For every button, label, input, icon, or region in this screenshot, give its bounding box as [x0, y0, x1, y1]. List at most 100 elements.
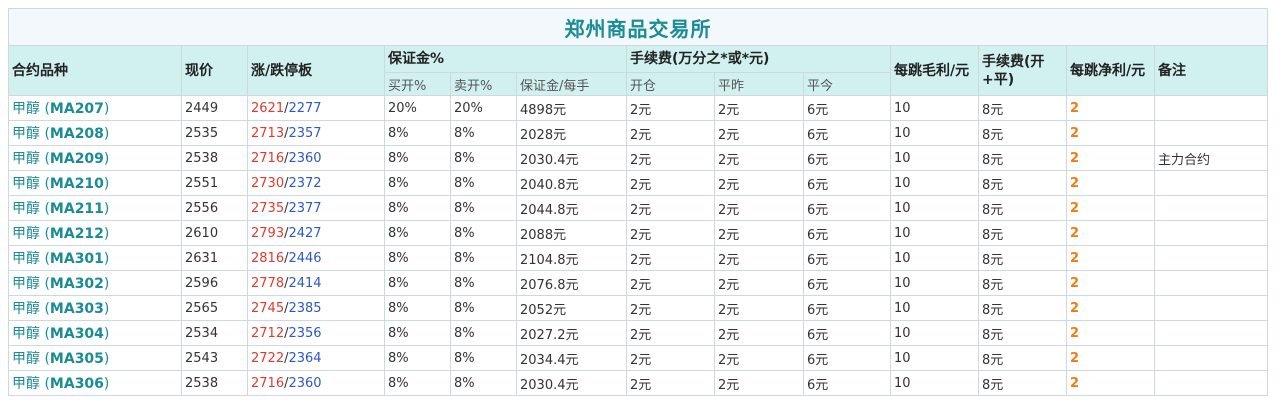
net-per-tick: 2 [1066, 320, 1155, 346]
net-per-tick: 2 [1066, 145, 1155, 171]
gross-per-tick: 10 [890, 195, 979, 221]
net-per-tick: 2 [1066, 195, 1155, 221]
limit-cell: 2716/2360 [247, 370, 385, 396]
current-price: 2449 [181, 95, 248, 121]
current-price: 2535 [181, 120, 248, 146]
contract-code: MA303 [49, 301, 104, 317]
contract-link[interactable]: 甲醇 (MA306) [8, 370, 182, 396]
contract-link[interactable]: 甲醇 (MA211) [8, 195, 182, 221]
limit-cell: 2713/2357 [247, 120, 385, 146]
fee-close-today: 6元 [803, 170, 891, 196]
fee-close-yesterday: 2元 [714, 345, 804, 371]
header-fee: 手续费(万分之*或*元) [626, 45, 891, 73]
fee-close-today: 6元 [803, 120, 891, 146]
header-fee-close-yesterday: 平昨 [714, 72, 804, 96]
gross-per-tick: 10 [890, 145, 979, 171]
contract-name: 甲醇 [12, 151, 40, 167]
limit-down: 2446 [288, 250, 322, 266]
table-row: 甲醇 (MA212) 2610 2793/2427 8% 8% 2088元 2元 2元 6元 10… [8, 220, 1269, 246]
limit-cell: 2716/2360 [247, 145, 385, 171]
limit-down: 2277 [288, 100, 322, 116]
margin-buy: 8% [384, 245, 451, 271]
contract-link[interactable]: 甲醇 (MA212) [8, 220, 182, 246]
margin-sell: 8% [450, 295, 517, 321]
margin-sell: 8% [450, 320, 517, 346]
margin-per-lot: 2104.8元 [516, 245, 627, 271]
gross-per-tick: 10 [890, 345, 979, 371]
fee-total: 8元 [978, 220, 1067, 246]
table-row: 甲醇 (MA304) 2534 2712/2356 8% 8% 2027.2元 2元 2元 6元… [8, 320, 1269, 346]
fee-close-today: 6元 [803, 370, 891, 396]
fee-open: 2元 [626, 95, 715, 121]
net-per-tick: 2 [1066, 370, 1155, 396]
table-title: 郑州商品交易所 [7, 8, 1269, 46]
margin-sell: 8% [450, 145, 517, 171]
fee-close-today: 6元 [803, 95, 891, 121]
net-per-tick: 2 [1066, 120, 1155, 146]
table-row: 甲醇 (MA209) 2538 2716/2360 8% 8% 2030.4元 2元 2元 6元… [8, 145, 1269, 171]
table-row: 甲醇 (MA210) 2551 2730/2372 8% 8% 2040.8元 2元 2元 6元… [8, 170, 1269, 196]
fee-open: 2元 [626, 270, 715, 296]
fee-close-today: 6元 [803, 345, 891, 371]
fee-total: 8元 [978, 120, 1067, 146]
contract-link[interactable]: 甲醇 (MA302) [8, 270, 182, 296]
note [1153, 295, 1269, 321]
header-margin-sell: 卖开% [450, 72, 517, 96]
contract-link[interactable]: 甲醇 (MA301) [8, 245, 182, 271]
contract-name: 甲醇 [12, 326, 40, 342]
current-price: 2631 [181, 245, 248, 271]
margin-buy: 8% [384, 145, 451, 171]
contract-code: MA305 [49, 351, 104, 367]
current-price: 2543 [181, 345, 248, 371]
contract-name: 甲醇 [12, 126, 40, 142]
note [1153, 95, 1269, 121]
note [1153, 345, 1269, 371]
fee-total: 8元 [978, 370, 1067, 396]
gross-per-tick: 10 [890, 270, 979, 296]
fee-open: 2元 [626, 220, 715, 246]
fee-close-yesterday: 2元 [714, 195, 804, 221]
margin-sell: 8% [450, 370, 517, 396]
margin-sell: 8% [450, 220, 517, 246]
contract-name: 甲醇 [12, 301, 40, 317]
net-per-tick: 2 [1066, 220, 1155, 246]
contract-link[interactable]: 甲醇 (MA207) [8, 95, 182, 121]
fee-total: 8元 [978, 345, 1067, 371]
limit-cell: 2730/2372 [247, 170, 385, 196]
gross-per-tick: 10 [890, 245, 979, 271]
contract-link[interactable]: 甲醇 (MA305) [8, 345, 182, 371]
margin-per-lot: 4898元 [516, 95, 627, 121]
limit-cell: 2745/2385 [247, 295, 385, 321]
contract-code: MA207 [49, 101, 104, 117]
limit-cell: 2712/2356 [247, 320, 385, 346]
margin-per-lot: 2030.4元 [516, 145, 627, 171]
note [1153, 220, 1269, 246]
fee-close-yesterday: 2元 [714, 170, 804, 196]
contract-link[interactable]: 甲醇 (MA210) [8, 170, 182, 196]
header-price: 现价 [181, 45, 248, 96]
contract-link[interactable]: 甲醇 (MA208) [8, 120, 182, 146]
margin-per-lot: 2052元 [516, 295, 627, 321]
margin-sell: 20% [450, 95, 517, 121]
note [1153, 370, 1269, 396]
limit-cell: 2621/2277 [247, 95, 385, 121]
limit-up: 2735 [251, 200, 285, 216]
fee-total: 8元 [978, 270, 1067, 296]
margin-per-lot: 2028元 [516, 120, 627, 146]
fee-close-yesterday: 2元 [714, 320, 804, 346]
net-per-tick: 2 [1066, 170, 1155, 196]
net-per-tick: 2 [1066, 295, 1155, 321]
contract-link[interactable]: 甲醇 (MA303) [8, 295, 182, 321]
margin-per-lot: 2088元 [516, 220, 627, 246]
table-row: 甲醇 (MA306) 2538 2716/2360 8% 8% 2030.4元 2元 2元 6元… [8, 370, 1269, 396]
header-margin: 保证金% [384, 45, 627, 73]
net-per-tick: 2 [1066, 345, 1155, 371]
contract-link[interactable]: 甲醇 (MA304) [8, 320, 182, 346]
contract-link[interactable]: 甲醇 (MA209) [8, 145, 182, 171]
limit-down: 2414 [288, 275, 322, 291]
current-price: 2538 [181, 370, 248, 396]
fee-close-yesterday: 2元 [714, 270, 804, 296]
fee-close-yesterday: 2元 [714, 245, 804, 271]
margin-sell: 8% [450, 170, 517, 196]
fee-close-today: 6元 [803, 295, 891, 321]
